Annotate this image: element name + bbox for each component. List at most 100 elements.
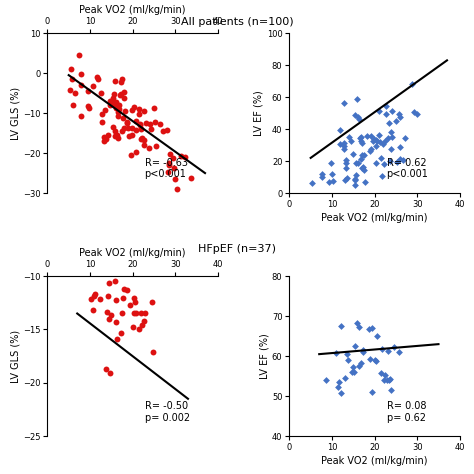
Point — [103, 135, 110, 143]
Point — [138, 135, 146, 142]
Point — [71, 90, 79, 97]
Point — [344, 356, 352, 364]
Point — [101, 106, 109, 114]
Point — [124, 118, 131, 125]
Point — [171, 164, 178, 172]
Point — [390, 343, 398, 350]
Point — [114, 112, 121, 119]
Point — [120, 124, 128, 132]
Point — [164, 168, 172, 175]
Point — [382, 110, 390, 118]
Point — [140, 141, 148, 149]
Point — [118, 329, 125, 337]
Point — [109, 123, 117, 131]
Point — [94, 76, 101, 83]
Point — [387, 386, 395, 394]
Point — [396, 143, 404, 151]
Point — [93, 73, 100, 81]
Point — [340, 142, 348, 150]
Point — [129, 323, 137, 331]
Point — [384, 347, 392, 355]
Point — [118, 76, 126, 83]
Point — [132, 148, 140, 156]
Point — [112, 105, 119, 112]
Point — [343, 174, 351, 182]
Point — [335, 383, 342, 391]
Point — [379, 140, 387, 148]
Point — [351, 176, 359, 184]
Point — [395, 348, 402, 356]
Point — [177, 153, 185, 160]
Point — [128, 107, 136, 114]
Point — [165, 159, 173, 167]
Point — [127, 301, 134, 309]
Point — [124, 124, 132, 132]
Point — [327, 159, 335, 167]
Point — [106, 369, 114, 377]
Point — [389, 107, 396, 114]
Point — [136, 121, 144, 128]
Point — [98, 110, 106, 118]
Point — [408, 80, 416, 88]
Point — [358, 139, 366, 147]
Y-axis label: LV EF (%): LV EF (%) — [259, 333, 269, 379]
Point — [114, 108, 122, 115]
Point — [91, 290, 99, 298]
Point — [120, 285, 128, 293]
Point — [85, 102, 92, 109]
Point — [369, 389, 376, 396]
Point — [379, 346, 386, 353]
Point — [371, 356, 379, 364]
Point — [308, 179, 315, 186]
Point — [140, 317, 147, 325]
Point — [359, 151, 366, 159]
Point — [118, 309, 126, 317]
Point — [137, 125, 145, 132]
Point — [132, 127, 139, 134]
Point — [130, 310, 138, 317]
Point — [360, 167, 367, 174]
Point — [110, 100, 118, 108]
Point — [109, 94, 116, 102]
Point — [165, 162, 173, 169]
X-axis label: Peak VO2 (ml/kg/min): Peak VO2 (ml/kg/min) — [79, 248, 186, 258]
Point — [156, 120, 164, 128]
Point — [115, 105, 123, 112]
Point — [128, 125, 136, 132]
Point — [112, 318, 120, 326]
Point — [106, 98, 114, 105]
Point — [151, 104, 158, 111]
Point — [352, 342, 359, 350]
Point — [349, 150, 356, 157]
Point — [351, 181, 359, 189]
Point — [115, 134, 122, 141]
Point — [77, 70, 85, 78]
Point — [361, 179, 368, 186]
Point — [105, 279, 113, 286]
Point — [84, 88, 92, 95]
Point — [354, 113, 362, 121]
Text: R= 0.62
p<0.001: R= 0.62 p<0.001 — [386, 158, 428, 180]
X-axis label: Peak VO2 (ml/kg/min): Peak VO2 (ml/kg/min) — [321, 456, 428, 466]
Point — [365, 325, 373, 333]
Point — [102, 365, 110, 373]
Point — [105, 131, 112, 138]
Point — [396, 155, 404, 163]
Point — [341, 176, 348, 184]
Point — [141, 309, 149, 317]
Point — [342, 164, 350, 172]
Point — [353, 159, 360, 166]
Point — [318, 170, 326, 177]
Point — [353, 319, 361, 327]
Point — [147, 125, 155, 133]
Point — [369, 137, 377, 145]
Point — [173, 185, 181, 192]
Point — [136, 105, 143, 113]
Point — [105, 315, 113, 323]
Point — [354, 159, 362, 166]
Point — [142, 119, 150, 127]
Point — [118, 90, 125, 98]
Point — [123, 286, 131, 293]
Point — [140, 136, 147, 144]
Point — [401, 134, 409, 142]
